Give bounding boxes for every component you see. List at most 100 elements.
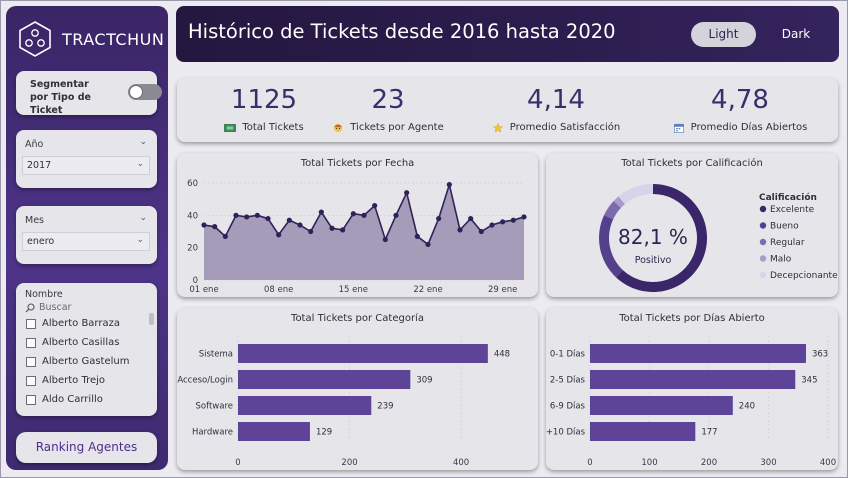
x-tick-label: 200 (701, 458, 717, 468)
checkbox[interactable] (26, 394, 36, 405)
x-tick-label: 400 (453, 458, 469, 468)
category-label: Sistema (199, 350, 233, 360)
legend-marker (759, 255, 767, 262)
checkbox[interactable] (26, 375, 36, 386)
donut-slice (604, 201, 621, 220)
legend-label: Bueno (770, 222, 799, 232)
x-tick-label: 400 (820, 458, 836, 468)
list-item[interactable]: Alberto Trejo (26, 375, 105, 386)
ranking-agents-button[interactable]: Ranking Agentes (16, 432, 157, 463)
legend-label: Excelente (770, 205, 815, 215)
x-tick-label: 29 ene (488, 285, 517, 295)
kpi-value: 23 (371, 85, 405, 115)
theme-light-button[interactable]: Light (691, 22, 756, 47)
x-tick-label: 01 ene (189, 285, 218, 295)
legend-marker (759, 238, 767, 246)
data-point (521, 214, 527, 220)
kpi-tickets-per-agent: 23 Tickets por Agente (327, 84, 449, 133)
x-tick-label: 200 (341, 458, 357, 468)
bar-chart: 0 100 200 300 400 0-1 Días 363 2-5 Días 345 6-9 D… (546, 336, 836, 468)
chevron-down-icon: ⌄ (136, 235, 144, 245)
data-point (436, 215, 442, 222)
segment-toggle[interactable] (128, 84, 162, 100)
list-item[interactable]: Alberto Gastelum (26, 356, 129, 367)
data-point (425, 241, 431, 248)
bar (238, 370, 411, 389)
y-tick-label: 20 (187, 244, 198, 254)
category-label: 6-9 Días (550, 402, 586, 412)
checkbox[interactable] (26, 318, 36, 329)
chart-tickets-by-rating: Total Tickets por Calificación 82,1 % Pos… (546, 153, 838, 297)
category-label: 2-5 Días (550, 376, 586, 386)
x-tick-label: 0 (235, 458, 240, 468)
data-point (212, 224, 218, 230)
agent-icon (334, 123, 343, 132)
donut-slice (618, 184, 653, 205)
star-icon (492, 122, 503, 133)
donut-center-label: Positivo (635, 255, 672, 266)
data-point (446, 182, 452, 188)
year-select[interactable]: 2017 ⌄ (22, 156, 150, 175)
data-point (361, 212, 367, 218)
data-point (382, 236, 388, 243)
kpi-label-row: Promedio Días Abiertos (665, 122, 815, 133)
kpi-total-tickets: 1125 Total Tickets (199, 84, 329, 133)
list-item[interactable]: Aldo Carrillo (26, 394, 103, 405)
data-point (318, 209, 324, 215)
donut-slice (613, 196, 625, 208)
kpi-label: Total Tickets (242, 122, 304, 133)
y-tick-label: 60 (187, 179, 198, 189)
data-point (404, 190, 410, 196)
name-filter-label: Nombre (25, 289, 63, 300)
list-item-label: Alberto Casillas (42, 337, 120, 348)
kpi-avg-satisfaction: 4,14 Promedio Satisfacción (483, 84, 629, 133)
checkbox[interactable] (26, 337, 36, 348)
legend-label: Regular (770, 238, 805, 248)
list-item-label: Alberto Gastelum (42, 356, 130, 367)
legend-label: Malo (770, 255, 792, 265)
checkbox[interactable] (26, 356, 36, 367)
chevron-down-icon[interactable]: ⌄ (139, 213, 147, 223)
list-item[interactable]: Alberto Barraza (26, 318, 120, 329)
bar (590, 422, 696, 441)
data-label: 309 (416, 376, 432, 386)
data-point (254, 212, 260, 218)
category-label: 0-1 Días (550, 350, 586, 360)
list-item[interactable]: Alberto Casillas (26, 337, 119, 348)
segment-label: Segmentar por Tipo de Ticket (30, 79, 91, 116)
calendar-icon (673, 123, 684, 133)
kpi-value: 4,14 (527, 85, 585, 115)
month-select[interactable]: enero ⌄ (22, 232, 150, 251)
legend-marker (759, 271, 767, 279)
list-item-label: Alberto Trejo (42, 375, 106, 386)
kpi-value: 4,78 (711, 85, 769, 115)
segment-toggle-card[interactable]: Segmentar por Tipo de Ticket (16, 71, 162, 116)
donut-chart: 82,1 % Positivo Calificación Excelente Bueno… (599, 184, 838, 292)
month-filter-card: Mes ⌄ enero ⌄ (16, 206, 157, 264)
data-label: 129 (316, 428, 332, 438)
category-label: +10 Días (546, 428, 586, 438)
theme-dark-button[interactable]: Dark (781, 27, 811, 41)
legend-label: Decepcionante (770, 271, 838, 281)
legend-marker (759, 222, 767, 229)
donut-center-value: 82,1 % (618, 225, 688, 249)
x-tick-label: 0 (587, 458, 592, 468)
category-label: Software (196, 402, 233, 412)
data-label: 177 (701, 428, 717, 438)
data-point (372, 203, 378, 209)
donut-slice (599, 215, 623, 278)
kpi-value: 1125 (230, 85, 298, 115)
y-tick-label: 40 (187, 211, 198, 221)
data-point (340, 227, 346, 233)
category-label: Hardware (192, 428, 233, 438)
chevron-down-icon[interactable]: ⌄ (139, 137, 147, 147)
toggle-knob (129, 85, 143, 99)
list-item-label: Alberto Barraza (42, 318, 120, 329)
data-point (276, 232, 282, 238)
name-search[interactable]: Buscar (25, 302, 71, 313)
scrollbar[interactable] (149, 313, 154, 325)
year-filter-label: Año (25, 139, 44, 150)
kpi-label-row: Promedio Satisfacción (483, 122, 629, 133)
data-point (350, 211, 356, 217)
data-point (393, 212, 399, 218)
